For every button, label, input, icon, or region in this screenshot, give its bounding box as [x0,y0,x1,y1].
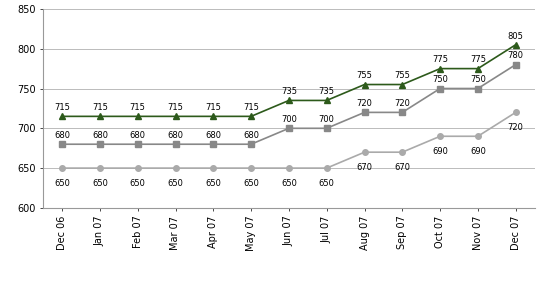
Text: 715: 715 [92,103,108,112]
Text: 775: 775 [432,56,448,64]
Text: 690: 690 [432,147,448,157]
Text: 780: 780 [508,51,524,61]
Text: 650: 650 [92,179,108,188]
Text: 680: 680 [92,131,108,140]
Text: 715: 715 [205,103,221,112]
Text: 700: 700 [319,115,335,124]
Text: 670: 670 [394,163,410,172]
Text: 650: 650 [167,179,184,188]
Text: 680: 680 [54,131,70,140]
Text: 650: 650 [205,179,221,188]
Text: 680: 680 [243,131,259,140]
Text: 715: 715 [54,103,70,112]
Text: 700: 700 [281,115,297,124]
Text: 680: 680 [130,131,146,140]
Text: 715: 715 [243,103,259,112]
Text: 680: 680 [205,131,221,140]
Text: 720: 720 [356,99,373,108]
Text: 715: 715 [130,103,146,112]
Text: 650: 650 [130,179,146,188]
Text: 650: 650 [281,179,297,188]
Text: 720: 720 [394,99,410,108]
Text: 670: 670 [356,163,373,172]
Text: 775: 775 [470,56,486,64]
Text: 750: 750 [432,75,448,84]
Text: 755: 755 [356,71,373,80]
Text: 735: 735 [319,87,335,96]
Text: 690: 690 [470,147,486,157]
Text: 720: 720 [508,124,524,132]
Text: 650: 650 [243,179,259,188]
Text: 680: 680 [167,131,184,140]
Text: 805: 805 [508,31,524,41]
Text: 755: 755 [394,71,410,80]
Text: 750: 750 [470,75,486,84]
Text: 650: 650 [319,179,335,188]
Text: 715: 715 [167,103,184,112]
Text: 735: 735 [281,87,297,96]
Text: 650: 650 [54,179,70,188]
